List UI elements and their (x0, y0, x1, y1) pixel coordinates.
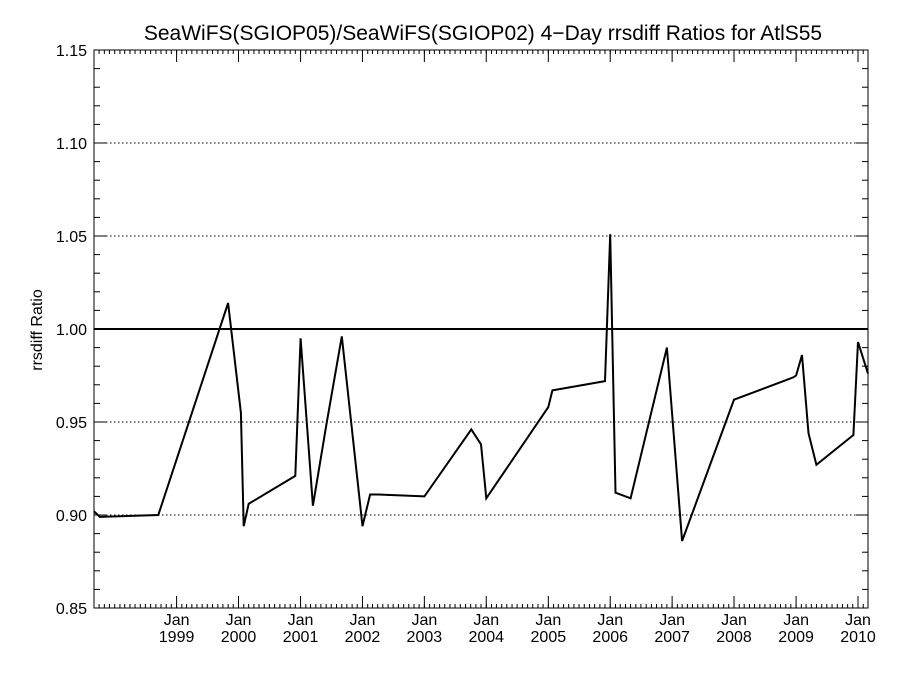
y-tick-label: 1.15 (56, 43, 87, 60)
y-tick-label: 0.95 (56, 415, 87, 432)
x-tick-label-month: Jan (473, 612, 499, 629)
x-tick-label-month: Jan (783, 612, 809, 629)
x-tick-label-year: 2009 (778, 629, 814, 646)
y-tick-label: 1.00 (56, 322, 87, 339)
x-tick-label-month: Jan (721, 612, 747, 629)
x-tick-label-year: 2004 (468, 629, 504, 646)
x-tick-label-month: Jan (350, 612, 376, 629)
y-tick-label: 0.85 (56, 601, 87, 618)
y-axis-ticks: 0.85 0.90 0.95 1.00 1.05 1.10 1.15 (56, 43, 868, 618)
x-tick-label-year: 2003 (407, 629, 443, 646)
x-tick-label-year: 2007 (654, 629, 690, 646)
x-tick-label-year: 2008 (716, 629, 752, 646)
x-tick-label-month: Jan (535, 612, 561, 629)
grid-layer (94, 142, 868, 516)
x-tick-label-year: 2000 (221, 629, 257, 646)
series-line (93, 234, 869, 542)
x-tick-label-month: Jan (597, 612, 623, 629)
x-tick-label-month: Jan (411, 612, 437, 629)
x-tick-label-month: Jan (226, 612, 252, 629)
chart-title: SeaWiFS(SGIOP05)/SeaWiFS(SGIOP02) 4−Day … (144, 22, 822, 45)
x-tick-label-month: Jan (659, 612, 685, 629)
x-tick-label-year: 2006 (592, 629, 628, 646)
x-tick-label-month: Jan (845, 612, 871, 629)
x-tick-label-year: 2002 (345, 629, 381, 646)
y-tick-label: 0.90 (56, 508, 87, 525)
x-tick-label-year: 2010 (840, 629, 876, 646)
y-tick-label: 1.10 (56, 136, 87, 153)
x-tick-label-month: Jan (164, 612, 190, 629)
x-tick-label-year: 1999 (159, 629, 195, 646)
x-tick-label-year: 2001 (283, 629, 319, 646)
series-layer (93, 234, 869, 542)
y-tick-label: 1.05 (56, 229, 87, 246)
x-tick-label-month: Jan (288, 612, 314, 629)
x-tick-label-year: 2005 (531, 629, 567, 646)
x-axis-ticks: Jan1999Jan2000Jan2001Jan2002Jan2003Jan20… (98, 50, 876, 646)
y-axis-label: rrsdiff Ratio (29, 289, 46, 371)
